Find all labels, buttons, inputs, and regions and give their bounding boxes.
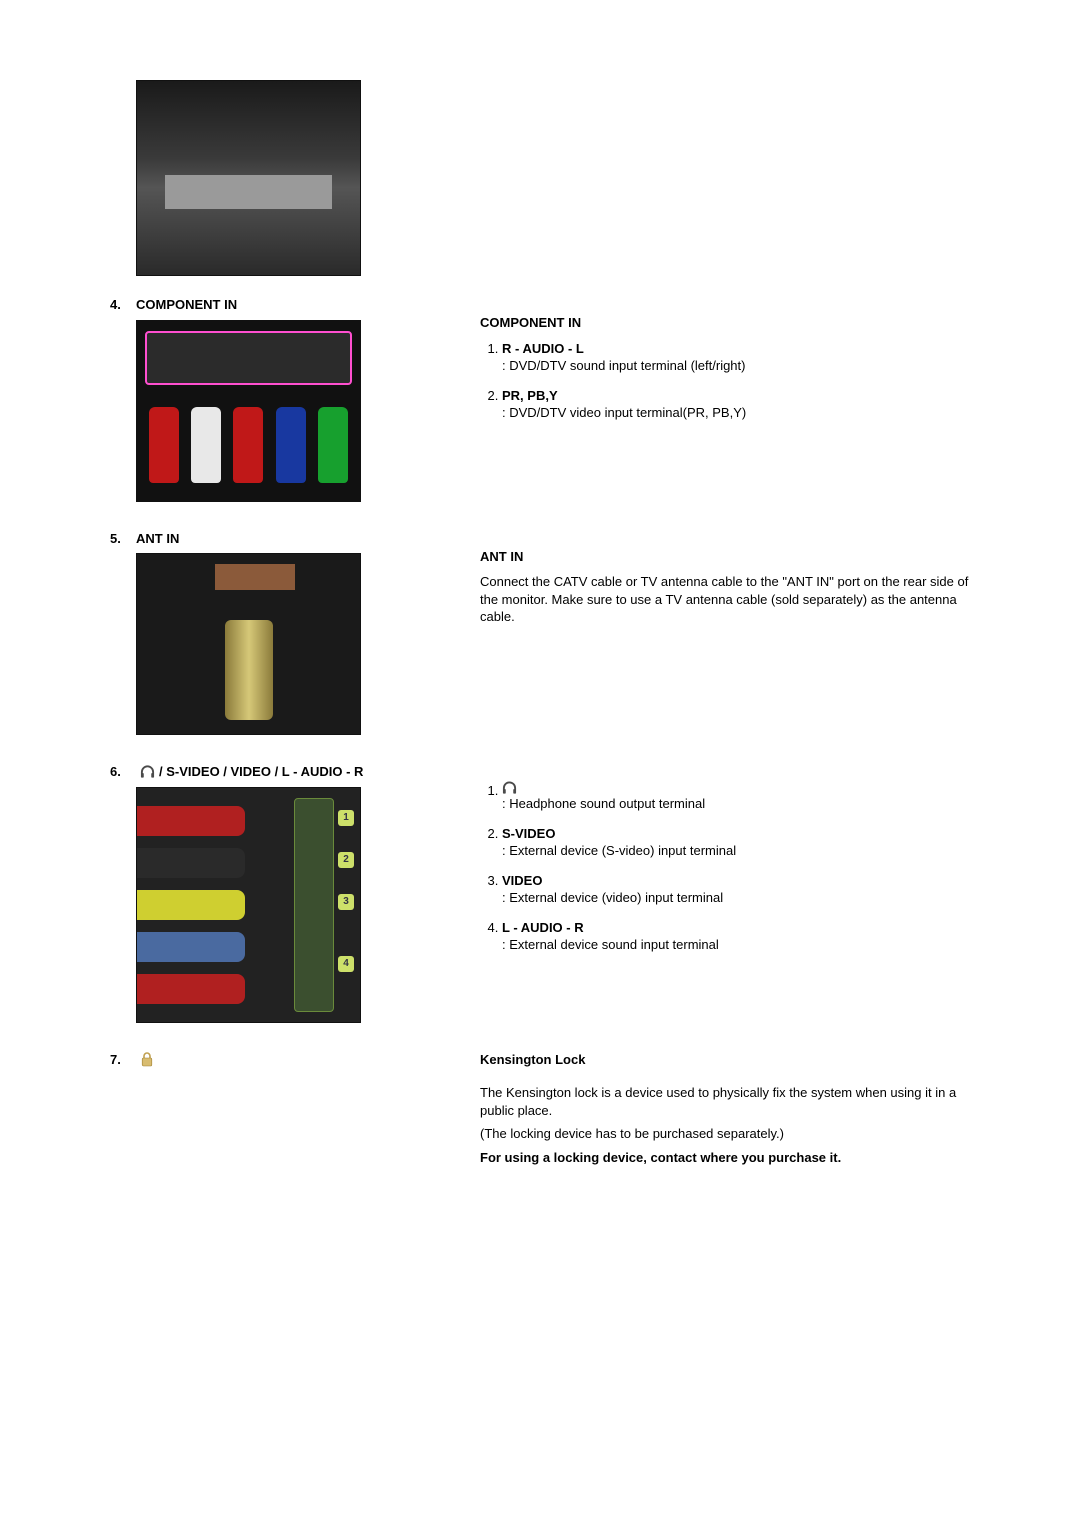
jack-pr bbox=[233, 407, 263, 483]
left-column: 4. COMPONENT IN bbox=[110, 296, 450, 502]
item-label bbox=[502, 781, 970, 795]
left-column bbox=[110, 80, 450, 276]
section-ant-in: 5. ANT IN ANT IN Connect the CATV cable … bbox=[110, 530, 970, 736]
jack-pb bbox=[276, 407, 306, 483]
list-item: PR, PB,Y : DVD/DTV video input terminal(… bbox=[502, 387, 970, 422]
headphone-icon bbox=[140, 765, 155, 779]
lock-para-3: For using a locking device, contact wher… bbox=[480, 1149, 970, 1167]
svideo-list: : Headphone sound output terminal S-VIDE… bbox=[480, 781, 970, 954]
section-title: 7. bbox=[110, 1051, 450, 1069]
right-column: ANT IN Connect the CATV cable or TV ante… bbox=[450, 530, 970, 632]
item-label: VIDEO bbox=[502, 872, 970, 890]
right-column: COMPONENT IN R - AUDIO - L : DVD/DTV sou… bbox=[450, 296, 970, 434]
component-list: R - AUDIO - L : DVD/DTV sound input term… bbox=[480, 340, 970, 422]
ant-paragraph: Connect the CATV cable or TV antenna cab… bbox=[480, 573, 970, 626]
section-component-in: 4. COMPONENT IN COMPONENT IN R - AUDIO -… bbox=[110, 296, 970, 502]
lock-para-2: (The locking device has to be purchased … bbox=[480, 1125, 970, 1143]
section-kensington-lock: 7. Kensington Lock The Kensington lock i… bbox=[110, 1051, 970, 1173]
right-column: : Headphone sound output terminal S-VIDE… bbox=[450, 763, 970, 966]
section-svideo: 6. / S-VIDEO / VIDEO / L - AUDIO - R 1 2… bbox=[110, 763, 970, 1023]
lock-icon bbox=[140, 1051, 154, 1067]
lock-para-1: The Kensington lock is a device used to … bbox=[480, 1084, 970, 1119]
item-label: S-VIDEO bbox=[502, 825, 970, 843]
section-title-text: COMPONENT IN bbox=[136, 296, 237, 314]
section-title: 4. COMPONENT IN bbox=[110, 296, 450, 314]
list-item: S-VIDEO : External device (S-video) inpu… bbox=[502, 825, 970, 860]
section-title-text: / S-VIDEO / VIDEO / L - AUDIO - R bbox=[159, 763, 363, 781]
item-label: L - AUDIO - R bbox=[502, 919, 970, 937]
list-item: : Headphone sound output terminal bbox=[502, 781, 970, 813]
right-title: COMPONENT IN bbox=[480, 314, 970, 332]
image-component-in bbox=[136, 320, 361, 502]
image-ext-rgb bbox=[136, 80, 361, 276]
right-column: Kensington Lock The Kensington lock is a… bbox=[450, 1051, 970, 1173]
item-desc: : External device sound input terminal bbox=[502, 936, 970, 954]
section-number: 7. bbox=[110, 1051, 136, 1069]
list-item: R - AUDIO - L : DVD/DTV sound input term… bbox=[502, 340, 970, 375]
section-number: 4. bbox=[110, 296, 136, 314]
right-title: ANT IN bbox=[480, 548, 970, 566]
item-desc: : DVD/DTV video input terminal(PR, PB,Y) bbox=[502, 404, 970, 422]
item-desc: : Headphone sound output terminal bbox=[502, 795, 970, 813]
item-desc: : External device (S-video) input termin… bbox=[502, 842, 970, 860]
left-column: 6. / S-VIDEO / VIDEO / L - AUDIO - R 1 2… bbox=[110, 763, 450, 1023]
section-number: 6. bbox=[110, 763, 136, 781]
item-desc: : External device (video) input terminal bbox=[502, 889, 970, 907]
list-item: VIDEO : External device (video) input te… bbox=[502, 872, 970, 907]
section-ext-rgb bbox=[110, 80, 970, 276]
headphone-icon bbox=[502, 781, 517, 795]
left-column: 5. ANT IN bbox=[110, 530, 450, 736]
section-title: 5. ANT IN bbox=[110, 530, 450, 548]
list-item: L - AUDIO - R : External device sound in… bbox=[502, 919, 970, 954]
right-title: Kensington Lock bbox=[480, 1051, 970, 1069]
jack-audio-r bbox=[149, 407, 179, 483]
item-label: PR, PB,Y bbox=[502, 387, 970, 405]
section-number: 5. bbox=[110, 530, 136, 548]
jack-y bbox=[318, 407, 348, 483]
item-label: R - AUDIO - L bbox=[502, 340, 970, 358]
section-title-text: ANT IN bbox=[136, 530, 179, 548]
left-column: 7. bbox=[110, 1051, 450, 1075]
image-svideo: 1 2 3 4 bbox=[136, 787, 361, 1023]
jack-audio-l bbox=[191, 407, 221, 483]
item-desc: : DVD/DTV sound input terminal (left/rig… bbox=[502, 357, 970, 375]
section-title: 6. / S-VIDEO / VIDEO / L - AUDIO - R bbox=[110, 763, 450, 781]
image-ant-in bbox=[136, 553, 361, 735]
